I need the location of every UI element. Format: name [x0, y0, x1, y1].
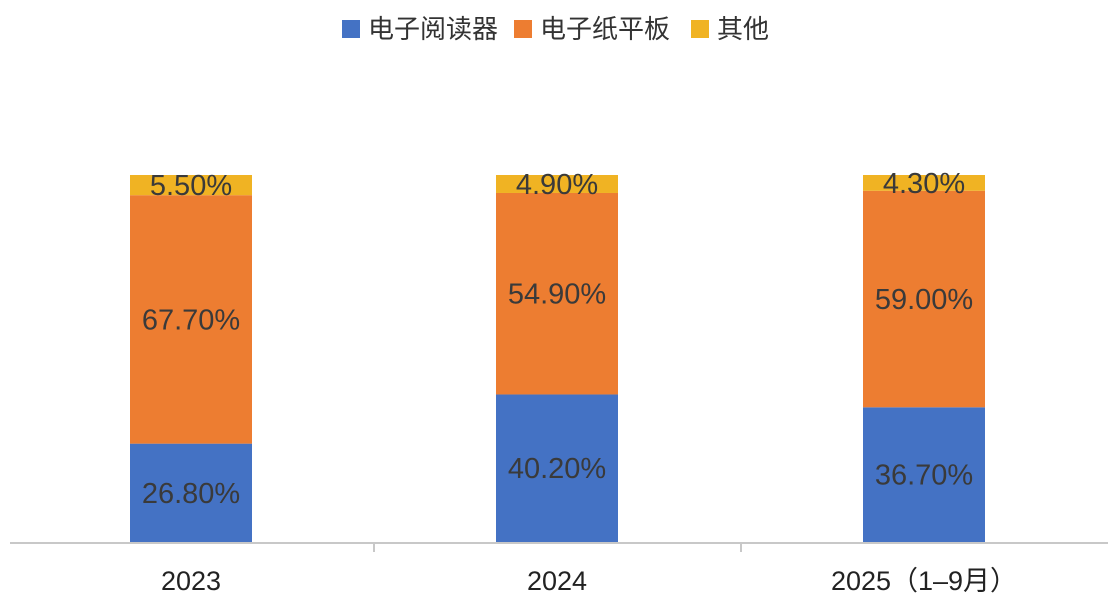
- legend-swatch-0: [342, 20, 360, 38]
- data-label-2-0: 36.70%: [875, 460, 973, 492]
- bar-segment-1-0: [496, 394, 618, 542]
- bar-segment-1-2: [496, 175, 618, 193]
- bar-segment-1-1: [496, 192, 618, 395]
- legend-label-1: 电子纸平板: [540, 15, 670, 45]
- legend-swatch-2: [691, 20, 709, 38]
- legend-label-0: 电子阅读器: [368, 15, 498, 45]
- x-tick-label-0: 2023: [161, 566, 221, 596]
- bar-segment-2-0: [863, 407, 985, 542]
- data-label-1-1: 54.90%: [508, 279, 606, 311]
- x-tick-label-1: 2024: [527, 566, 587, 596]
- data-label-2-2: 4.30%: [883, 168, 965, 200]
- bars: [130, 175, 985, 542]
- bar-segment-0-1: [130, 195, 252, 444]
- data-labels: 26.80% 67.70% 5.50% 40.20% 54.90% 4.90% 36.70%…: [142, 168, 973, 510]
- legend-label-2: 其他: [717, 15, 769, 45]
- legend-swatch-1: [514, 20, 532, 38]
- data-label-0-0: 26.80%: [142, 478, 240, 510]
- data-label-0-1: 67.70%: [142, 304, 240, 336]
- bar-segment-2-1: [863, 190, 985, 408]
- data-label-0-2: 5.50%: [150, 170, 232, 202]
- data-label-1-0: 40.20%: [508, 453, 606, 485]
- bar-segment-0-0: [130, 443, 252, 542]
- bar-segment-0-2: [130, 175, 252, 196]
- legend: 电子阅读器 电子纸平板 其他: [342, 15, 769, 45]
- x-axis: 2023 2024 2025（1–9月）: [10, 542, 1108, 596]
- bar-segment-2-2: [863, 175, 985, 191]
- x-tick-label-2: 2025（1–9月）: [831, 566, 1017, 596]
- data-label-1-2: 4.90%: [516, 169, 598, 201]
- data-label-2-1: 59.00%: [875, 284, 973, 316]
